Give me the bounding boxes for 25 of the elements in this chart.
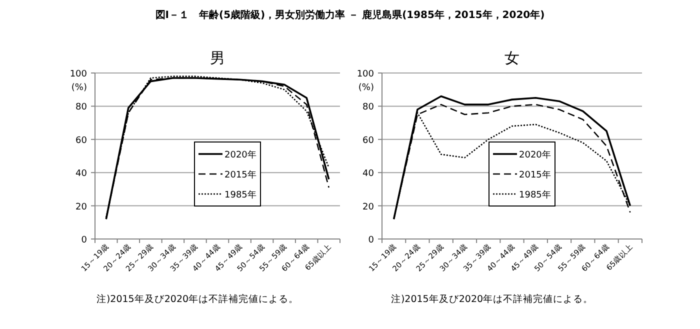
- chart-title: 女: [504, 49, 520, 67]
- legend-label: 2020年: [224, 150, 256, 160]
- chart-title: 男: [210, 49, 225, 67]
- y-tick-label: 20: [76, 202, 88, 212]
- text: 注)2015年及び2020年は不詳補完値による。: [390, 293, 594, 305]
- y-tick-label: 0: [368, 236, 374, 246]
- y-tick-label: 100: [356, 70, 374, 80]
- y-tick-label: 60: [76, 136, 88, 146]
- y-tick-label: 60: [362, 136, 374, 146]
- legend-label: 2020年: [519, 150, 551, 160]
- y-tick-label: 0: [81, 236, 88, 246]
- legend-label: 2015年: [224, 170, 256, 180]
- legend-label: 1985年: [519, 190, 551, 200]
- y-axis-title: (%): [71, 83, 87, 93]
- y-axis-title: (%): [358, 83, 374, 93]
- legend-label: 1985年: [224, 190, 256, 200]
- y-tick-label: 40: [76, 169, 88, 180]
- y-tick-label: 80: [76, 102, 88, 113]
- text: 注)2015年及び2020年は不詳補完値による。: [96, 293, 299, 305]
- y-tick-label: 80: [362, 102, 374, 113]
- y-tick-label: 20: [362, 202, 374, 212]
- legend-label: 2015年: [519, 170, 551, 180]
- y-tick-label: 100: [70, 70, 88, 80]
- y-tick-label: 40: [362, 169, 374, 180]
- text: 図Ⅰ－１ 年齢(5歳階級)，男女別労働力率 － 鹿児島県(1985年，2015年，2020年): [155, 9, 545, 21]
